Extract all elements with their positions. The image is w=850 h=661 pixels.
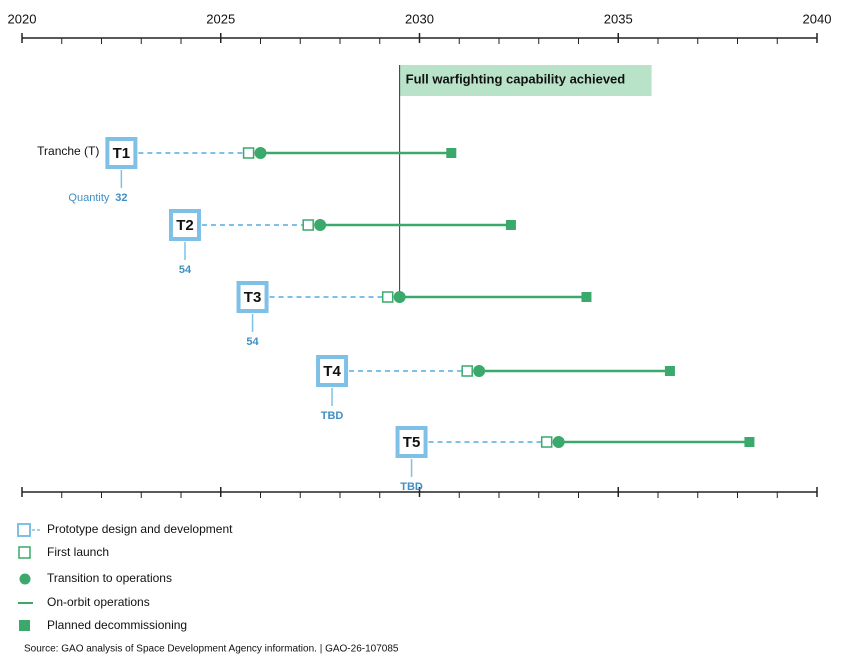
quantity: 54 <box>246 336 259 348</box>
decommission <box>664 366 675 376</box>
tranche-name: T3 <box>244 289 262 306</box>
quantity: TBD <box>400 481 423 493</box>
tranche-box <box>395 426 428 458</box>
quantity: 54 <box>179 264 192 276</box>
legend-label: First launch <box>47 545 109 559</box>
first-launch <box>540 436 553 448</box>
first-launch <box>302 219 314 231</box>
tranche-name: T1 <box>113 145 131 162</box>
legend-icon <box>18 546 31 559</box>
decommission <box>505 220 516 230</box>
decommission <box>446 148 457 158</box>
x-tick-label: 2035 <box>604 11 633 26</box>
operations-transition <box>552 436 565 448</box>
x-tick-label: 2020 <box>8 11 37 26</box>
tranche-name: T4 <box>323 363 341 380</box>
tranche-box <box>316 355 349 387</box>
decommission <box>581 292 592 302</box>
quantity: TBD <box>321 410 344 422</box>
milestone-label-box <box>399 65 652 96</box>
operations-transition <box>314 219 327 231</box>
legend-label: Transition to operations <box>47 571 172 585</box>
row-label: Tranche (T) <box>37 144 99 158</box>
tranche-name: T5 <box>403 434 421 451</box>
legend-label: Planned decommissioning <box>47 618 187 632</box>
first-launch <box>242 147 255 159</box>
quantity: 32 <box>115 192 127 204</box>
decommission <box>744 437 755 447</box>
tranche-box <box>168 209 201 241</box>
operations-transition <box>393 291 406 303</box>
tranche-box <box>236 281 269 313</box>
milestone-label: Full warfighting capability achieved <box>406 71 626 86</box>
legend-icon <box>19 620 30 631</box>
quantity-label: Quantity <box>68 192 109 204</box>
legend-icon <box>19 573 31 585</box>
tranche-box <box>105 137 138 169</box>
first-launch <box>461 365 473 377</box>
source-note: Source: GAO analysis of Space Developmen… <box>24 644 399 655</box>
operations-transition <box>473 365 486 377</box>
tranche-name: T2 <box>176 217 194 234</box>
x-tick-label: 2040 <box>803 11 832 26</box>
first-launch <box>381 291 394 303</box>
legend-label: Prototype design and development <box>47 522 233 536</box>
x-tick-label: 2030 <box>405 11 434 26</box>
x-tick-label: 2025 <box>206 11 235 26</box>
legend-label: On-orbit operations <box>47 595 150 609</box>
operations-transition <box>254 147 267 159</box>
legend-icon <box>17 523 31 537</box>
